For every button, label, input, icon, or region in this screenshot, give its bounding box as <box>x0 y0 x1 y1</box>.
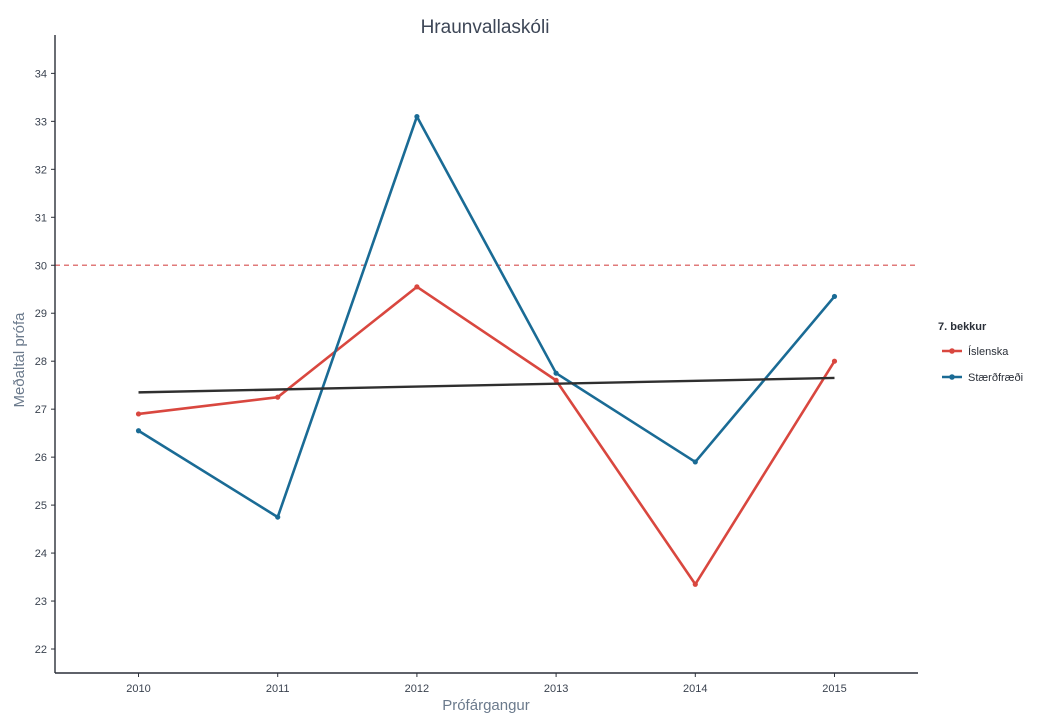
data-point-1-4 <box>692 459 698 465</box>
x-tick-label-4: 2014 <box>683 683 707 695</box>
data-point-1-1 <box>275 514 281 520</box>
y-tick-label-11: 33 <box>35 116 47 128</box>
legend: 7. bekkur Íslenska Stærðfræði <box>938 321 1023 384</box>
tick-labels: 22 23 24 25 26 27 28 29 30 31 32 33 34 2010 2011 2012 20… <box>35 68 847 695</box>
x-tick-label-0: 2010 <box>126 683 150 695</box>
legend-title: 7. bekkur <box>938 321 987 333</box>
y-tick-label-9: 31 <box>35 212 47 224</box>
y-tick-label-6: 28 <box>35 356 47 368</box>
y-tick-label-2: 24 <box>35 548 47 560</box>
data-point-0-3 <box>553 377 559 383</box>
legend-key-point-0 <box>949 348 955 354</box>
y-tick-label-3: 25 <box>35 500 47 512</box>
x-tick-label-1: 2011 <box>266 683 290 695</box>
legend-label-0: Íslenska <box>968 345 1009 358</box>
y-tick-label-10: 32 <box>35 164 47 176</box>
y-tick-label-12: 34 <box>35 68 47 80</box>
x-tick-label-5: 2015 <box>822 683 846 695</box>
series-line-1 <box>137 115 836 519</box>
data-point-0-4 <box>692 581 698 587</box>
data-point-1-2 <box>414 113 420 120</box>
data-point-1-5 <box>831 293 838 300</box>
x-tick-label-3: 2013 <box>544 683 568 695</box>
data-point-1-0 <box>135 428 142 434</box>
legend-label-1: Stærðfræði <box>968 372 1023 384</box>
data-point-0-0 <box>135 411 142 417</box>
y-tick-label-4: 26 <box>35 452 47 464</box>
x-tick-label-2: 2012 <box>405 683 429 695</box>
legend-key-point-1 <box>949 374 955 380</box>
data-point-0-5 <box>831 358 838 364</box>
y-tick-label-7: 29 <box>35 308 47 320</box>
chart-title: Hraunvallaskóli <box>421 17 550 38</box>
axes <box>51 35 918 677</box>
y-tick-label-1: 23 <box>35 596 47 608</box>
plot-area <box>55 113 918 587</box>
y-tick-label-0: 22 <box>35 644 47 656</box>
y-axis-title: Meðaltal prófa <box>11 312 28 408</box>
data-point-0-1 <box>275 394 281 400</box>
data-point-1-3 <box>553 370 559 376</box>
x-axis-title: Prófárgangur <box>442 697 530 714</box>
data-point-0-2 <box>414 284 420 290</box>
y-tick-label-5: 27 <box>35 404 47 416</box>
series-line-0 <box>138 285 836 586</box>
trend-line <box>138 376 835 394</box>
y-tick-label-8: 30 <box>35 260 47 272</box>
